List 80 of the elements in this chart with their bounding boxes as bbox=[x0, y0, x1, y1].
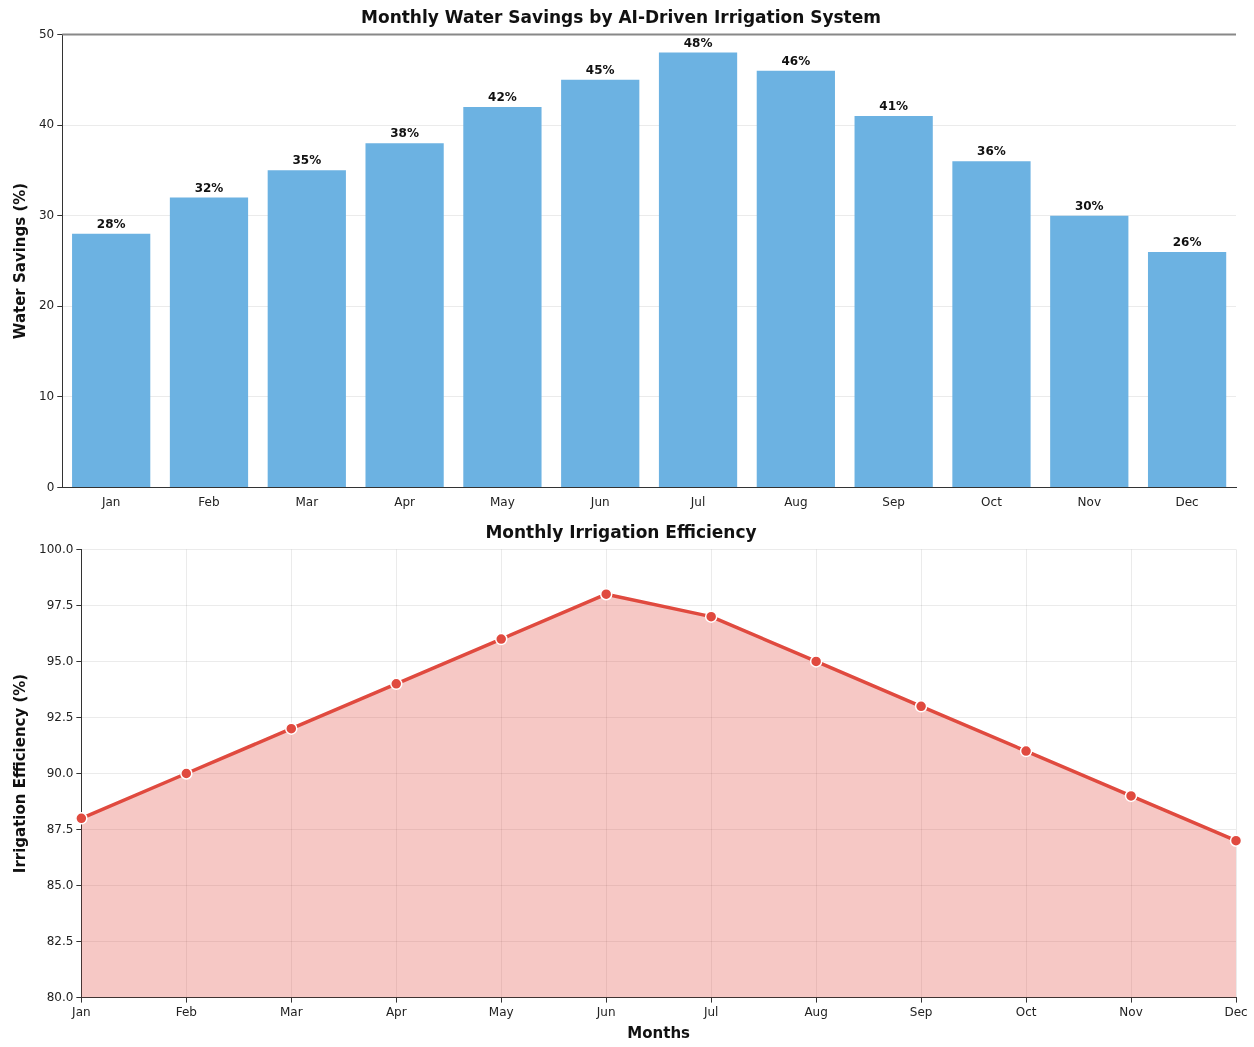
y-tick-label: 82.5 bbox=[46, 933, 74, 948]
point bbox=[494, 632, 508, 646]
data-label: 26% bbox=[1172, 235, 1202, 250]
chart-title: Monthly Irrigation Efficiency bbox=[485, 521, 757, 542]
point bbox=[75, 812, 88, 825]
point bbox=[704, 610, 718, 623]
x-tick-label: Jun bbox=[595, 1004, 616, 1019]
bar bbox=[72, 233, 151, 488]
point bbox=[1229, 834, 1243, 847]
bar bbox=[756, 70, 835, 488]
data-label: 42% bbox=[488, 90, 517, 105]
x-tick-label: Jan bbox=[100, 494, 121, 509]
x-tick-label: Dec bbox=[1224, 1004, 1248, 1019]
y-tick-label: 97.5 bbox=[46, 597, 74, 612]
point bbox=[390, 677, 403, 691]
x-tick-label: Dec bbox=[1175, 494, 1199, 509]
y-tick-label: 20 bbox=[38, 298, 55, 313]
bar bbox=[658, 52, 738, 488]
bar bbox=[463, 106, 542, 488]
chart-title: Monthly Water Savings by AI-Driven Irrigation System bbox=[361, 6, 881, 27]
data-label: 28% bbox=[96, 216, 126, 231]
x-tick-label: Aug bbox=[784, 494, 808, 509]
y-tick-label: 50 bbox=[38, 26, 55, 41]
point bbox=[1124, 789, 1138, 803]
bar bbox=[365, 143, 444, 488]
data-label: 30% bbox=[1074, 198, 1104, 213]
y-axis-title: Irrigation Efficiency (%) bbox=[10, 673, 29, 874]
bar bbox=[169, 197, 249, 488]
x-tick-label: Mar bbox=[295, 494, 319, 509]
x-tick-label: Oct bbox=[981, 494, 1003, 509]
y-tick-label: 100.0 bbox=[38, 541, 74, 556]
y-tick-label: 0 bbox=[46, 479, 55, 494]
bar bbox=[952, 161, 1031, 488]
x-tick-label: Aug bbox=[804, 1004, 828, 1019]
x-tick-label: Sep bbox=[909, 1004, 933, 1019]
y-tick-label: 90.0 bbox=[46, 765, 74, 780]
data-label: 35% bbox=[292, 153, 322, 168]
x-tick-label: Apr bbox=[394, 494, 416, 509]
y-axis-title: Water Savings (%) bbox=[10, 182, 29, 340]
x-tick-label: Nov bbox=[1119, 1004, 1143, 1019]
y-tick-label: 80.0 bbox=[46, 989, 74, 1004]
x-tick-label: May bbox=[488, 1004, 514, 1019]
y-tick-label: 40 bbox=[38, 117, 55, 132]
y-tick-label: 30 bbox=[38, 207, 55, 222]
data-label: 46% bbox=[781, 53, 811, 68]
x-axis-title: Months bbox=[627, 1023, 691, 1042]
y-tick-label: 87.5 bbox=[46, 821, 74, 836]
x-tick-label: Feb bbox=[198, 494, 220, 509]
data-label: 45% bbox=[585, 62, 615, 77]
bar bbox=[854, 115, 933, 488]
bar bbox=[267, 170, 346, 488]
data-label: 36% bbox=[977, 144, 1006, 159]
x-tick-label: Jul bbox=[689, 494, 706, 509]
point bbox=[180, 767, 193, 780]
point bbox=[285, 722, 298, 735]
data-label: 32% bbox=[194, 180, 224, 195]
x-tick-label: Apr bbox=[385, 1004, 407, 1019]
bar bbox=[561, 79, 640, 488]
data-label: 41% bbox=[879, 99, 909, 114]
y-tick-label: 95.0 bbox=[46, 653, 74, 668]
x-tick-label: Jan bbox=[71, 1004, 91, 1019]
x-tick-label: May bbox=[490, 494, 515, 509]
data-label: 38% bbox=[390, 126, 419, 141]
y-tick-label: 92.5 bbox=[46, 709, 74, 724]
point bbox=[1019, 744, 1033, 758]
x-tick-label: Oct bbox=[1015, 1004, 1037, 1019]
x-tick-label: Jul bbox=[702, 1004, 719, 1019]
x-tick-label: Feb bbox=[175, 1004, 197, 1019]
x-tick-label: Jun bbox=[589, 494, 610, 509]
point bbox=[599, 587, 613, 601]
x-tick-label: Sep bbox=[882, 494, 905, 509]
x-tick-label: Mar bbox=[279, 1004, 303, 1019]
y-tick-label: 85.0 bbox=[46, 877, 74, 892]
y-tick-label: 10 bbox=[38, 389, 55, 404]
point bbox=[914, 700, 928, 713]
point bbox=[809, 655, 823, 668]
bar bbox=[1147, 251, 1227, 488]
bar bbox=[1050, 215, 1129, 488]
data-label: 48% bbox=[683, 35, 713, 50]
x-tick-label: Nov bbox=[1077, 494, 1101, 509]
